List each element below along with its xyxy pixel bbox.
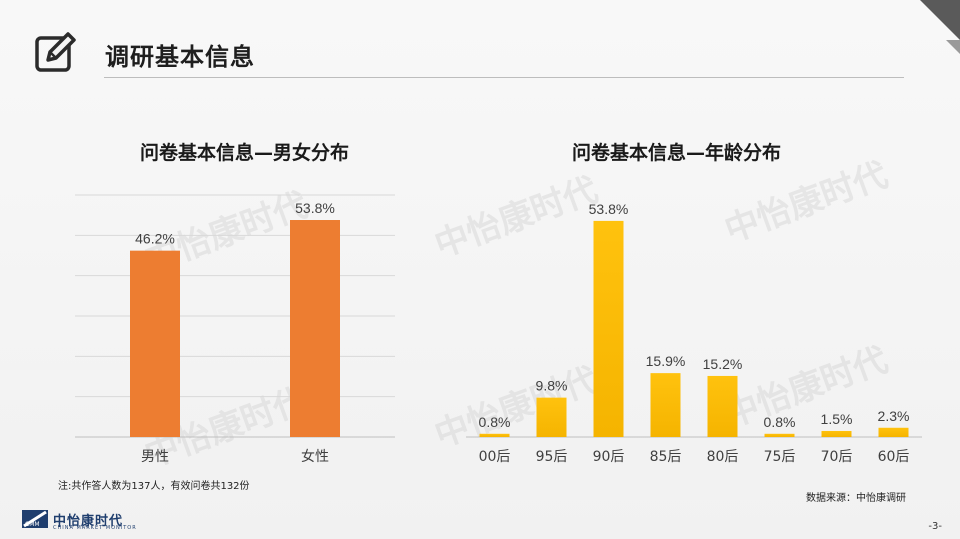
data-label: 46.2% [135, 231, 175, 247]
title-divider [104, 77, 904, 78]
svg-text:CMM: CMM [25, 521, 40, 528]
corner-decoration [920, 0, 960, 40]
bar-男性 [130, 250, 180, 437]
category-label: 男性 [141, 449, 169, 465]
page-number: -3- [928, 521, 942, 532]
logo-text: 中怡康时代 [53, 514, 124, 529]
data-label: 0.8% [764, 414, 796, 430]
corner-decoration-light [946, 40, 960, 54]
logo-subtext: CHINA MARKET MONITOR [53, 525, 137, 531]
data-label: 1.5% [821, 411, 853, 427]
bar-60后 [878, 427, 909, 437]
category-label: 95后 [536, 449, 568, 465]
bar-85后 [650, 373, 681, 437]
bar-75后 [764, 433, 795, 437]
age-chart-title: 问卷基本信息—年龄分布 [572, 142, 782, 164]
bar-女性 [290, 220, 340, 437]
data-source: 数据来源：中怡康调研 [806, 493, 906, 504]
category-label: 00后 [479, 449, 511, 465]
gender-chart-title: 问卷基本信息—男女分布 [140, 142, 350, 164]
company-logo: CMM [22, 510, 48, 528]
data-label: 53.8% [589, 201, 629, 217]
category-label: 85后 [650, 449, 682, 465]
bar-70后 [821, 430, 852, 437]
category-label: 80后 [707, 449, 739, 465]
data-label: 9.8% [536, 378, 568, 394]
category-label: 75后 [764, 449, 796, 465]
category-label: 女性 [301, 448, 329, 465]
page-title: 调研基本信息 [105, 43, 255, 71]
footnote: 注:共作答人数为137人，有效问卷共132份 [58, 481, 250, 492]
data-label: 15.9% [646, 353, 686, 369]
bar-95后 [536, 397, 567, 437]
bar-80后 [707, 375, 738, 437]
edit-icon [35, 32, 76, 72]
data-label: 53.8% [295, 200, 335, 216]
data-label: 2.3% [878, 408, 910, 424]
data-label: 15.2% [703, 356, 743, 372]
category-label: 90后 [593, 449, 625, 465]
bar-90后 [593, 220, 624, 437]
bar-00后 [479, 433, 510, 437]
category-label: 70后 [821, 449, 853, 465]
category-label: 60后 [878, 449, 910, 465]
data-label: 0.8% [479, 414, 511, 430]
